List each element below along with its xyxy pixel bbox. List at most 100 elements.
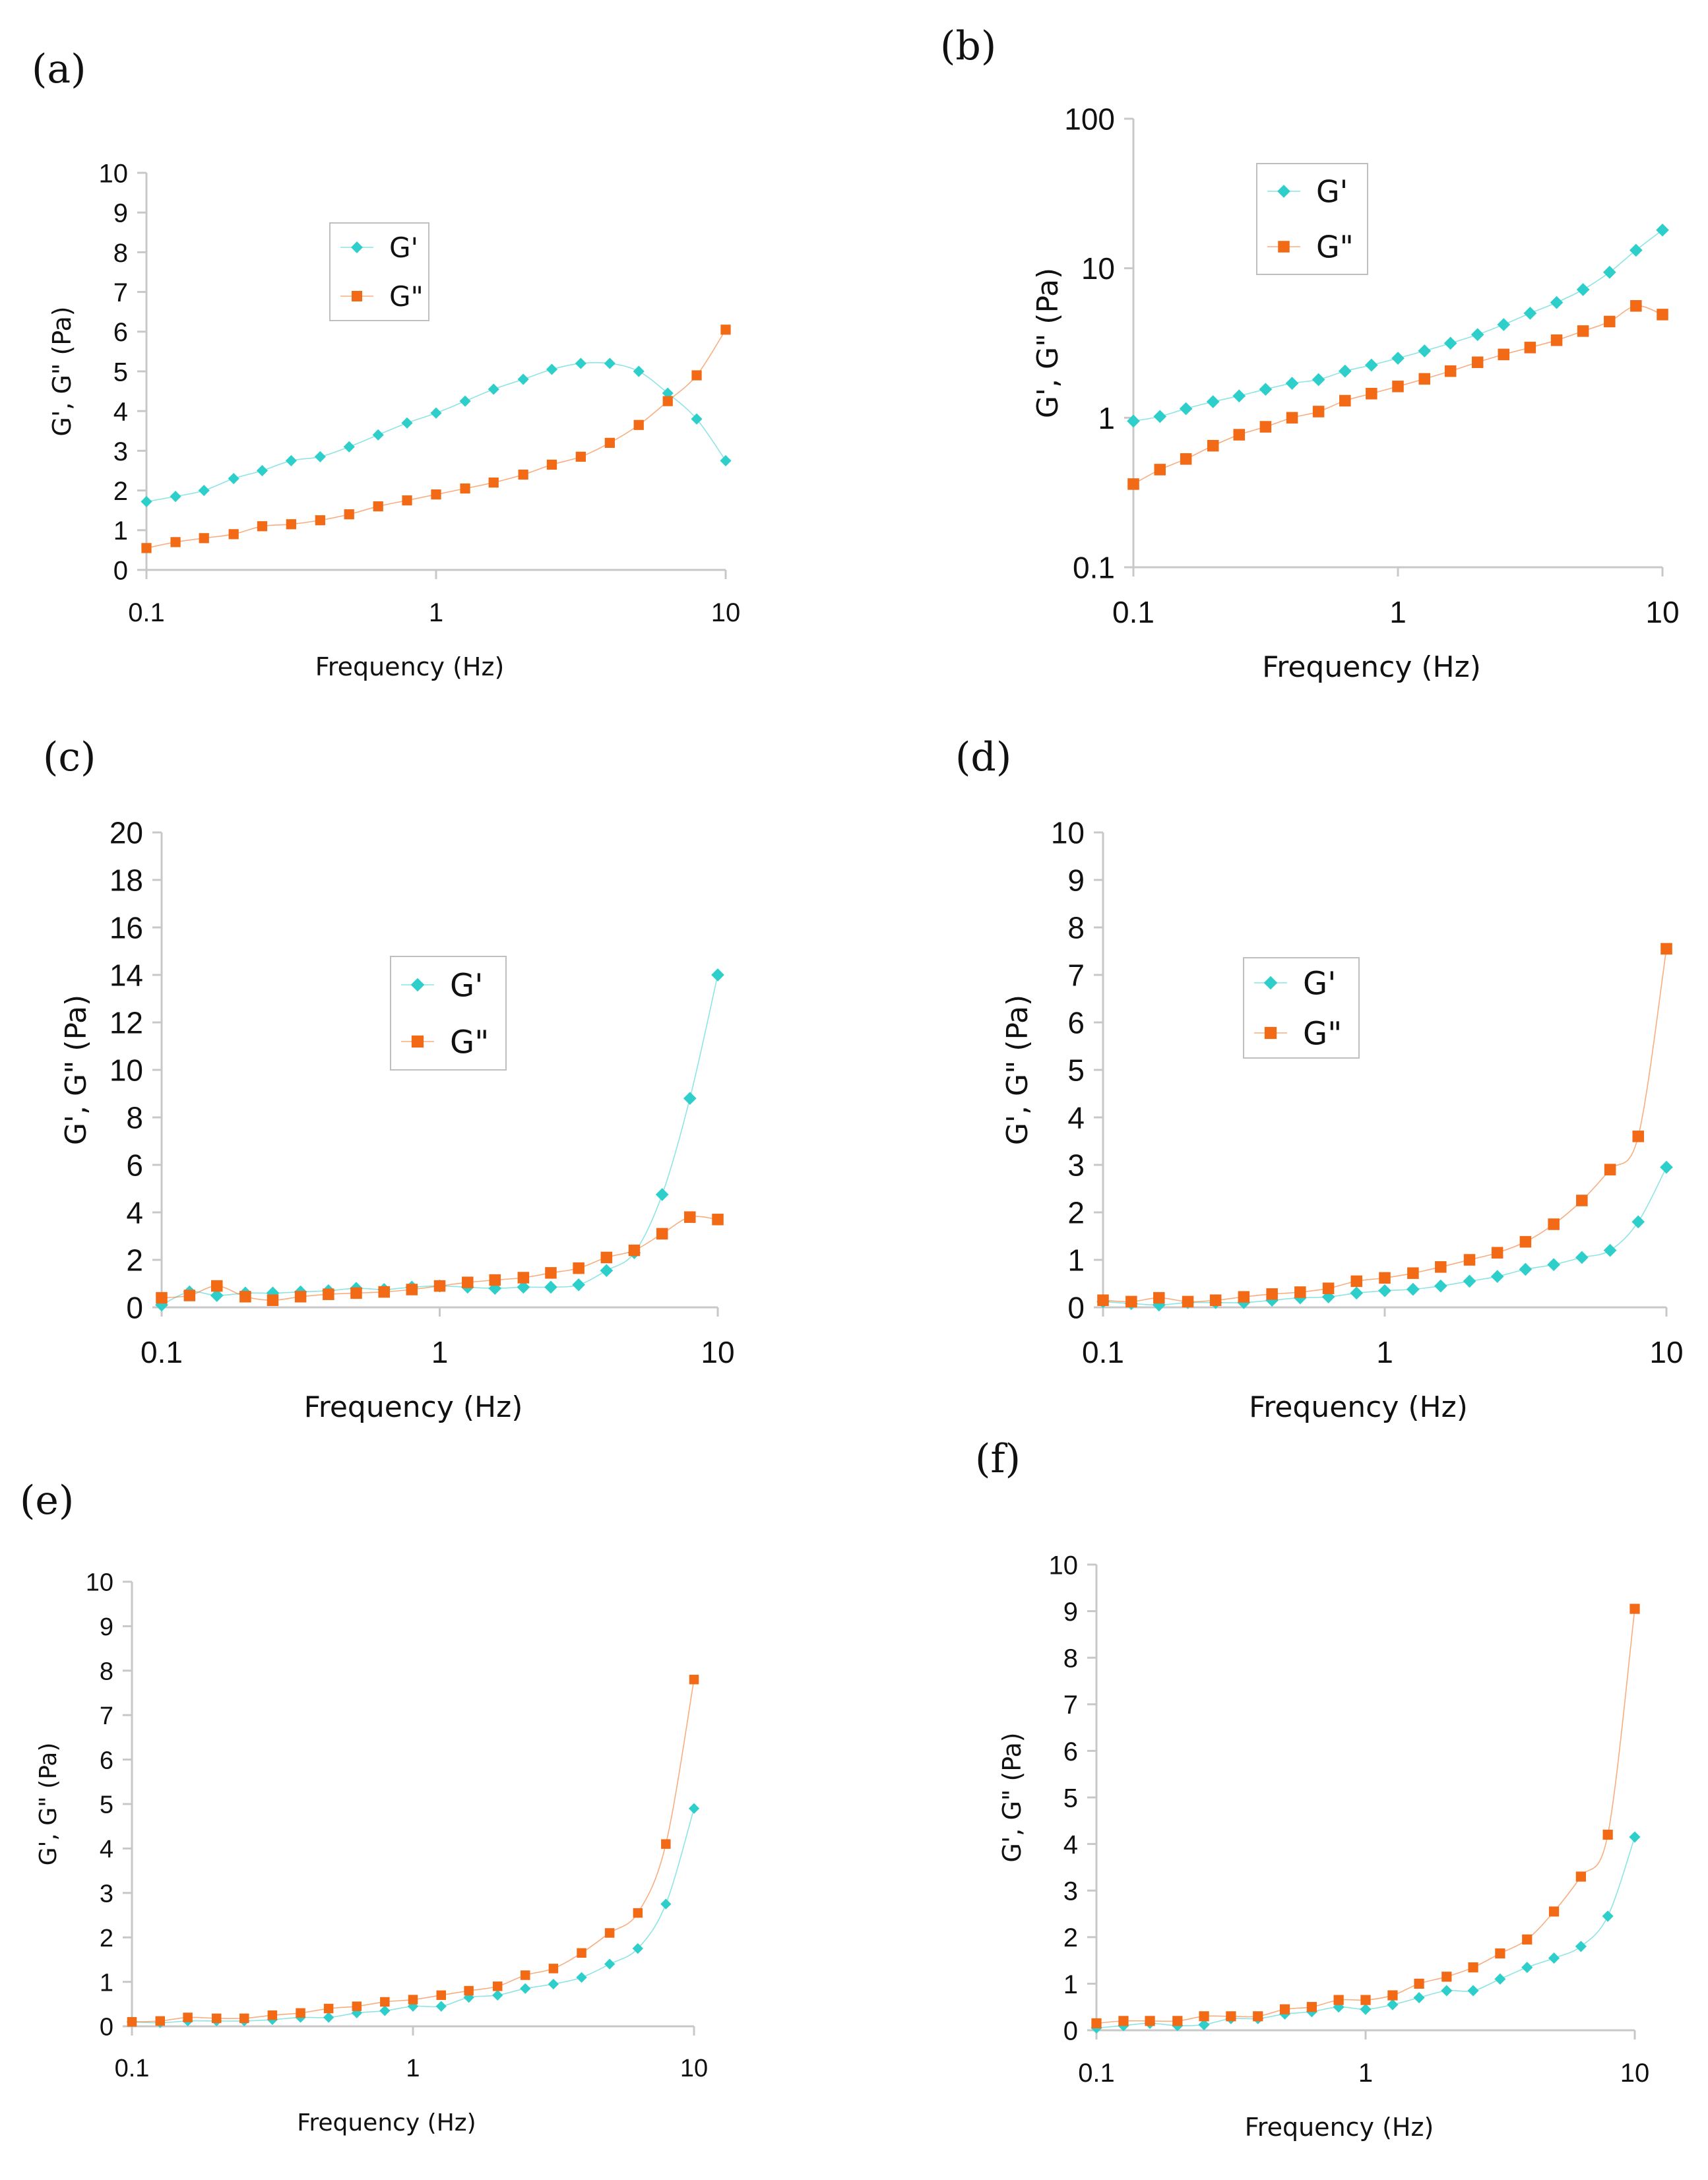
g-prime-point	[1602, 265, 1616, 279]
y-tick-label: 2	[1063, 1923, 1078, 1952]
g-prime-point	[1360, 2003, 1372, 2015]
g-double-prime-point	[689, 1675, 699, 1685]
g-double-prime-point	[633, 1908, 643, 1918]
x-tick-label: 1	[406, 2055, 420, 2082]
g-prime-point	[600, 1264, 614, 1278]
g-prime-point	[1548, 1952, 1560, 1964]
x-tick-label: 0.1	[141, 1335, 183, 1369]
g-prime-point	[141, 495, 152, 508]
y-tick-label: 10	[110, 1053, 143, 1088]
g-prime-point	[1259, 383, 1273, 396]
y-tick-label: 10	[99, 159, 129, 188]
g-prime-point	[683, 1092, 697, 1106]
legend-box	[1256, 163, 1368, 275]
g-prime-point	[266, 1286, 280, 1300]
y-tick-label: 10	[1081, 251, 1115, 286]
g-prime-point	[604, 358, 616, 369]
g-prime-point	[520, 1983, 531, 1994]
g-double-prime-point	[1632, 1131, 1644, 1142]
y-tick-label: 4	[1067, 1101, 1085, 1135]
g-double-prime-point	[1294, 1286, 1306, 1298]
g-double-prime-point	[1154, 464, 1166, 476]
g-prime-point	[1603, 1243, 1617, 1257]
g-prime-point	[544, 1280, 557, 1294]
g-prime-point	[1312, 373, 1325, 387]
g-prime-point	[285, 454, 297, 467]
g-double-prime-point	[294, 1291, 307, 1303]
y-tick-label: 5	[1067, 1053, 1085, 1088]
g-double-prime-point	[1238, 1291, 1250, 1303]
g-prime-point	[1660, 1160, 1673, 1174]
legend-label: G'	[1303, 965, 1336, 1002]
legend: G' G"	[1243, 957, 1360, 1059]
x-tick-label: 10	[1620, 2059, 1650, 2088]
panel-label: (b)	[940, 23, 996, 69]
panel-label: (e)	[20, 1478, 74, 1524]
y-tick-label: 7	[1067, 958, 1085, 993]
g-double-prime-point	[406, 1284, 418, 1295]
chart-panel-c: (c) 0 2 4 6 8 10 12 14 16 18 20 0.1 1 10 Frequency (Hz)…	[43, 734, 735, 1424]
g-prime-point	[430, 407, 442, 419]
y-tick-label: 4	[126, 1196, 143, 1230]
g-double-prime-point	[1604, 315, 1616, 328]
x-axis-title: Frequency (Hz)	[1249, 1390, 1468, 1424]
x-tick-label: 10	[701, 1335, 734, 1369]
g-prime-point	[1206, 395, 1220, 408]
g-double-prime-point	[1127, 478, 1139, 490]
y-tick-label: 7	[113, 278, 128, 307]
g-double-prime-point	[296, 2008, 305, 2018]
y-tick-label: 1	[1067, 1243, 1085, 1278]
g-double-prime-point	[628, 1244, 641, 1257]
g-prime-point	[1434, 1279, 1447, 1293]
g-prime-point	[435, 2001, 447, 2012]
g-double-prime-point	[1550, 334, 1563, 346]
g-double-prime-point	[286, 519, 296, 530]
g-double-prime-point	[1548, 1218, 1560, 1230]
g-double-prime-point	[488, 477, 499, 488]
y-tick-label: 0	[113, 556, 128, 585]
g-double-prime-point	[1306, 2002, 1317, 2012]
g-double-prime-point	[323, 1288, 334, 1300]
y-tick-label: 3	[100, 1880, 113, 1908]
y-axis-title: G', G" (Pa)	[35, 1743, 62, 1866]
y-tick-label: 9	[1063, 1598, 1078, 1627]
g-double-prime-point	[127, 2017, 137, 2027]
g-double-prime-point	[239, 2013, 249, 2024]
g-double-prime-point	[1091, 2018, 1102, 2029]
y-tick-label: 10	[1051, 816, 1085, 850]
y-tick-label: 8	[1067, 911, 1085, 945]
y-tick-label: 1	[1063, 1970, 1078, 1999]
g-double-prime-point	[1199, 2011, 1209, 2022]
x-tick-label: 10	[1645, 595, 1679, 629]
g-prime-point	[488, 383, 499, 395]
g-double-prime-point	[350, 1287, 362, 1299]
y-tick-label: 5	[1063, 1784, 1078, 1813]
g-prime-point	[1387, 1999, 1399, 2010]
g-prime-point	[1521, 1962, 1533, 1974]
y-tick-label: 8	[113, 239, 128, 268]
g-double-prime-point	[1180, 453, 1192, 465]
g-double-prime-point	[661, 1839, 671, 1849]
y-tick-label: 2	[1067, 1196, 1085, 1230]
y-axis-title: G', G" (Pa)	[47, 306, 77, 436]
y-tick-label: 3	[113, 437, 128, 466]
g-double-prime-point	[1333, 1995, 1344, 2005]
g-prime-point	[459, 395, 471, 407]
g-prime-point	[1631, 1215, 1645, 1229]
g-double-prime-point	[1414, 1978, 1424, 1989]
g-double-prime-point	[267, 2010, 278, 2020]
legend-marker	[1277, 185, 1290, 198]
g-double-prime-point	[1253, 2011, 1263, 2022]
y-tick-label: 18	[110, 863, 143, 898]
g-prime-point	[372, 429, 384, 441]
x-tick-label: 1	[431, 1335, 449, 1369]
g-double-prime-point	[1576, 1195, 1588, 1206]
g-double-prime-point	[464, 1985, 474, 1996]
g-double-prime-point	[267, 1294, 279, 1306]
g-double-prime-point	[691, 370, 702, 381]
y-tick-label: 20	[110, 816, 143, 850]
g-double-prime-point	[633, 420, 644, 430]
y-axis-title: G', G" (Pa)	[997, 1732, 1027, 1862]
y-tick-label: 5	[100, 1791, 113, 1819]
legend-marker	[410, 978, 425, 992]
